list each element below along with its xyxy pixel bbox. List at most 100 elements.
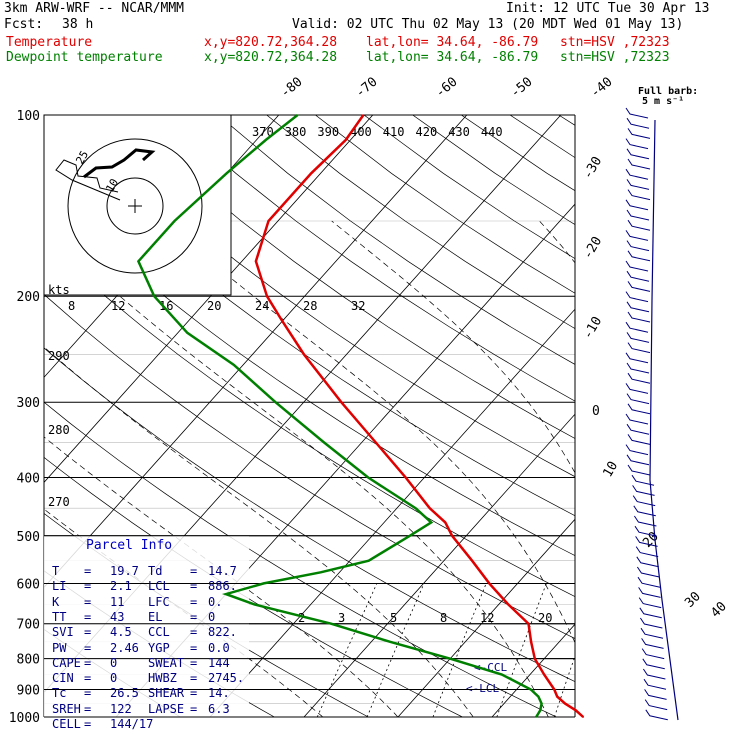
parcel-cell: 19.7 [110, 564, 139, 578]
dewpoint-point [265, 139, 267, 141]
mixing-ratio-line [554, 654, 575, 717]
dewpoint-point [540, 702, 543, 705]
parcel-cell: LCL [148, 579, 170, 594]
hodograph-speed-label: 8 [68, 299, 75, 313]
temperature-point [428, 507, 431, 510]
wind-barb [642, 658, 665, 670]
parcel-info-title: Parcel Info [86, 538, 173, 553]
hodograph-ring-10 [106, 177, 164, 235]
parcel-cell: = [84, 594, 92, 609]
hodograph-trace-low [55, 159, 121, 201]
wind-barb [627, 464, 651, 476]
wind-barb [637, 576, 661, 588]
dry-adiabat-line [44, 293, 575, 639]
wind-barb [642, 668, 666, 680]
isotherm-label: -30 [580, 154, 605, 182]
hodograph-ring-25 [67, 138, 203, 274]
dewpoint-point [414, 507, 417, 510]
parcel-cell: K [52, 594, 60, 609]
hodograph-speed-label: 12 [111, 299, 125, 313]
parcel-cell: 43 [110, 609, 125, 624]
wind-header-line2: 5 m s⁻¹ [642, 96, 684, 107]
wind-barb [644, 689, 667, 700]
parcel-cell: TT [52, 609, 67, 624]
wind-barb [625, 230, 649, 241]
wind-barb [638, 597, 662, 609]
dewpoint-point [367, 559, 370, 562]
moist-adiabat-line [331, 220, 575, 474]
dewpoint-latlon: lat,lon= 34.64, -86.79 [366, 50, 539, 65]
valid-time: Valid: 02 UTC Thu 02 May 13 (20 MDT Wed … [292, 17, 684, 32]
wind-profile [625, 107, 679, 721]
pressure-label-300: 300 [17, 396, 40, 411]
mixing-ratio-label: 12 [480, 611, 494, 625]
wind-barb [625, 291, 649, 303]
temperature-curve [254, 114, 585, 718]
isotherm-line [303, 413, 575, 717]
lcl-annotation: <-LCL [466, 682, 499, 695]
temperature-xy: x,y=820.72,364.28 [204, 35, 338, 50]
temperature-point [281, 320, 284, 322]
theta-label: 380 [285, 125, 307, 139]
parcel-cell: = [190, 671, 198, 686]
dewpoint-point [153, 295, 155, 298]
wind-barb [626, 362, 650, 374]
wind-barb [643, 678, 667, 690]
wind-barb [626, 148, 650, 160]
left-theta-label: 270 [48, 495, 70, 509]
dewpoint-point [274, 401, 277, 404]
init-time: Init: 12 UTC Tue 30 Apr 13 [506, 1, 710, 16]
temperature-point [488, 582, 491, 585]
parcel-cell: SWEAT [148, 655, 185, 670]
hodograph-speed-label: 24 [255, 299, 269, 313]
parcel-cell: LI [52, 579, 67, 594]
parcel-cell: YGP [148, 640, 170, 655]
dry-adiabat-line [44, 188, 575, 557]
wind-barb [634, 525, 658, 537]
dewpoint-point [233, 364, 235, 366]
parcel-cell: 144 [208, 655, 230, 670]
temperature-point [255, 260, 257, 263]
isotherm-label: -20 [580, 234, 605, 262]
dry-adiabat-line [461, 115, 575, 192]
wind-header-line1: Full barb: [638, 86, 698, 97]
wind-barb [626, 270, 650, 282]
dewpoint-point [323, 441, 325, 444]
parcel-cell: 0.0 [208, 640, 230, 655]
dry-adiabat-line [44, 240, 575, 598]
wind-barb [625, 444, 649, 456]
parcel-cell: CAPE [52, 655, 81, 670]
wind-barb [638, 587, 661, 598]
dry-adiabat-line [217, 115, 575, 365]
left-theta-label: 290 [48, 349, 70, 363]
hodograph-trace-upper [83, 148, 156, 179]
wind-barb [632, 495, 656, 507]
dewpoint-point [262, 582, 265, 585]
parcel-cell: Tc [52, 686, 67, 701]
wind-barb [639, 607, 662, 619]
dry-adiabat-line [44, 401, 557, 717]
pressure-label-600: 600 [17, 577, 40, 592]
parcel-cell: = [84, 686, 92, 701]
dry-adiabat-line [412, 115, 575, 225]
temperature-point [310, 172, 313, 175]
temperature-point [507, 603, 510, 606]
dewpoint-point [296, 114, 299, 116]
dewpoint-point [530, 688, 532, 691]
temperature-point [527, 622, 530, 625]
hodograph-speed-label: 32 [351, 299, 365, 313]
wind-barb [635, 546, 659, 558]
dewpoint-point [319, 571, 322, 574]
wind-barb [626, 117, 650, 129]
dry-adiabat-line [169, 115, 575, 402]
pressure-label-900: 900 [17, 683, 40, 698]
temperature-point [556, 695, 558, 698]
parcel-cell: LAPSE [148, 701, 185, 716]
dewpoint-point [389, 641, 391, 643]
mixing-ratio-label: 2 [298, 611, 305, 625]
dewpoint-stn: stn=HSV ,72323 [560, 50, 670, 65]
isotherm-line [397, 518, 575, 717]
left-theta-label: 280 [48, 423, 70, 437]
dewpoint-point [430, 521, 433, 524]
